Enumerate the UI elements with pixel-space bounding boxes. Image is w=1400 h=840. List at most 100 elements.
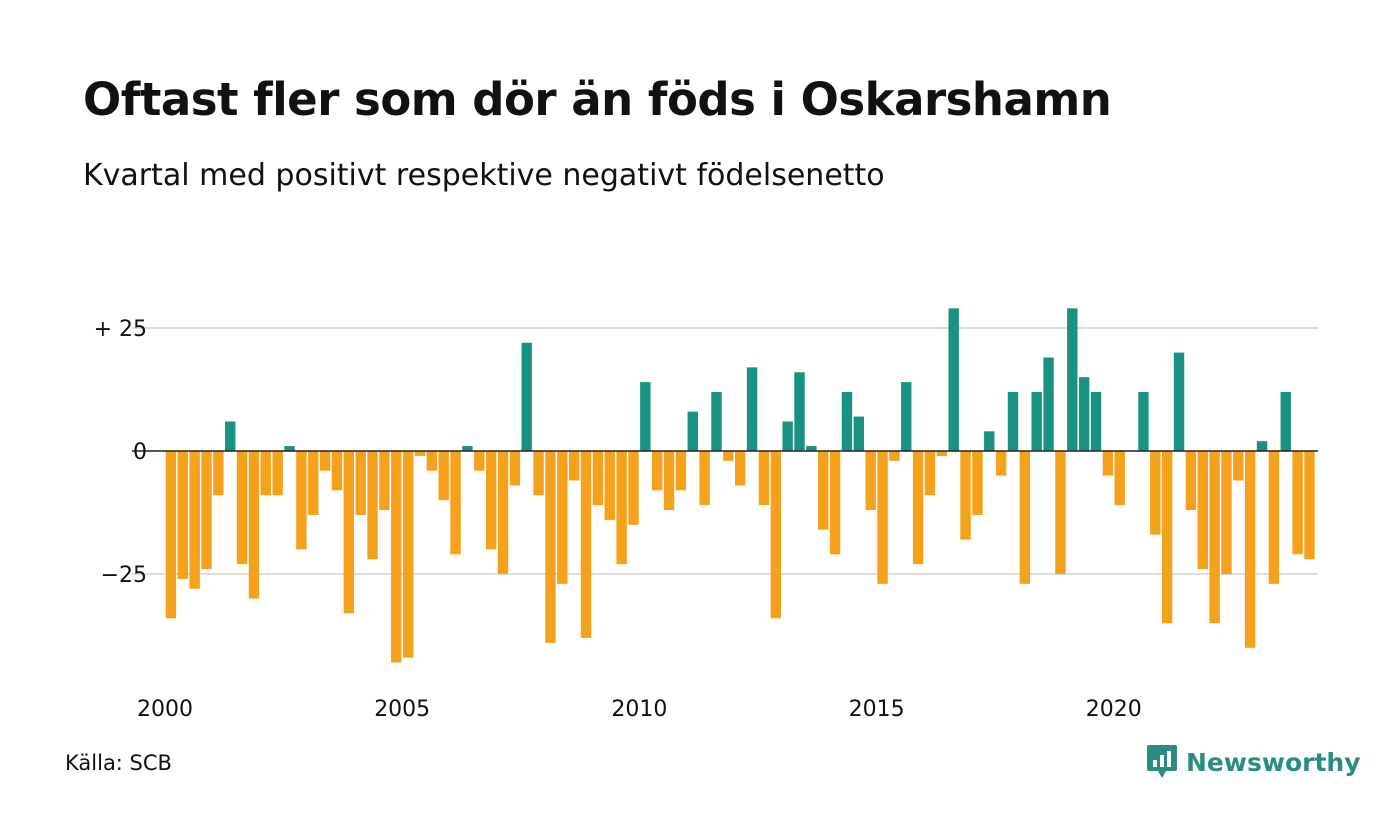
bar: [735, 451, 746, 486]
bar: [1292, 451, 1303, 555]
bar: [343, 451, 355, 614]
bar: [165, 451, 177, 619]
bar: [912, 451, 924, 565]
bar: [746, 367, 758, 451]
bar: [533, 451, 544, 496]
bar: [936, 451, 948, 456]
x-tick-label: 2015: [849, 697, 905, 722]
bar: [1268, 451, 1280, 584]
bar: [782, 421, 793, 451]
x-tick-label: 2020: [1086, 697, 1142, 722]
bar: [806, 446, 817, 451]
bar: [1078, 377, 1090, 451]
bar: [1244, 451, 1256, 648]
bar: [829, 451, 841, 555]
bar: [675, 451, 687, 491]
bar: [402, 451, 414, 658]
bar: [663, 451, 675, 511]
gridlines: [132, 327, 1318, 575]
bar: [1019, 451, 1031, 584]
bar: [723, 451, 734, 461]
bar: [545, 451, 556, 643]
bar: [201, 451, 212, 570]
brand-logo: Newsworthy: [1146, 742, 1361, 782]
bar: [1007, 391, 1019, 451]
bar: [1221, 451, 1232, 574]
bar: [462, 446, 473, 451]
bar: [1304, 451, 1315, 560]
bar: [604, 451, 615, 520]
bar: [1138, 391, 1149, 451]
bar: [1173, 352, 1185, 451]
newsworthy-logo-icon: [1147, 745, 1177, 778]
bar: [948, 308, 959, 451]
bar: [1209, 451, 1220, 624]
bar: [355, 451, 366, 515]
bar: [984, 431, 995, 451]
bar: [770, 451, 781, 619]
bar: [1067, 308, 1078, 451]
bar: [236, 451, 248, 565]
bar: [687, 411, 698, 451]
bar: [189, 451, 200, 589]
bar: [1090, 391, 1102, 451]
chart-title: Oftast fler som dör än föds i Oskarshamn: [83, 73, 1112, 126]
bar: [1102, 451, 1114, 476]
bar: [1114, 451, 1125, 506]
bar: [1233, 451, 1244, 481]
bar: [616, 451, 627, 565]
bar: [794, 372, 805, 451]
bar: [1043, 357, 1054, 451]
bar: [521, 342, 532, 451]
bar: [308, 451, 319, 515]
brand-name: Newsworthy: [1186, 747, 1361, 777]
x-tick-label: 2005: [374, 697, 430, 722]
bar: [580, 451, 592, 638]
bar: [485, 451, 497, 550]
bar: [877, 451, 888, 584]
bar: [924, 451, 936, 496]
bar: [331, 451, 343, 491]
bar: [272, 451, 283, 496]
bar: [1280, 391, 1291, 451]
bar: [438, 451, 449, 501]
y-tick-label: 0: [133, 440, 147, 465]
bar: [557, 451, 568, 584]
bar: [972, 451, 983, 515]
bar: [853, 416, 865, 451]
bar: [1161, 451, 1173, 624]
bar: [367, 451, 378, 560]
bar: [592, 451, 604, 506]
bar: [1197, 451, 1208, 570]
bar: [1150, 451, 1161, 535]
bar: [960, 451, 971, 540]
bar: [296, 451, 307, 550]
source-note: Källa: SCB: [65, 751, 172, 775]
bar: [995, 451, 1007, 476]
bar: [509, 451, 521, 486]
bar: [213, 451, 224, 496]
bar: [651, 451, 663, 491]
bar: [414, 451, 426, 456]
bar: [1055, 451, 1066, 574]
bar: [248, 451, 260, 599]
bar: [450, 451, 461, 555]
bar: [1185, 451, 1197, 511]
bar: [319, 451, 331, 471]
bar: [818, 451, 829, 530]
bar: [379, 451, 390, 511]
x-tick-label: 2010: [611, 697, 667, 722]
x-tick-label: 2000: [137, 697, 193, 722]
bar: [640, 382, 651, 451]
y-tick-label: + 25: [94, 317, 147, 342]
bar: [841, 391, 853, 451]
bars: [165, 308, 1315, 663]
bar: [1256, 441, 1268, 451]
bar: [284, 446, 295, 451]
bar: [568, 451, 580, 481]
bar: [474, 451, 485, 471]
bar: [699, 451, 710, 506]
bar: [628, 451, 639, 525]
bar: [177, 451, 188, 579]
